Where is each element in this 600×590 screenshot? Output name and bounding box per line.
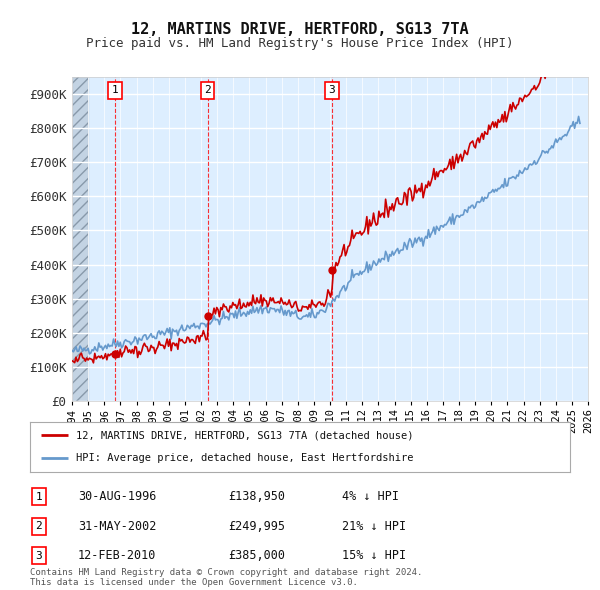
Text: 21% ↓ HPI: 21% ↓ HPI xyxy=(342,520,406,533)
Text: 1: 1 xyxy=(112,86,118,96)
Text: 31-MAY-2002: 31-MAY-2002 xyxy=(78,520,157,533)
Bar xyxy=(72,77,88,401)
Text: 30-AUG-1996: 30-AUG-1996 xyxy=(78,490,157,503)
Text: 2: 2 xyxy=(205,86,211,96)
Text: £249,995: £249,995 xyxy=(228,520,285,533)
Text: 12, MARTINS DRIVE, HERTFORD, SG13 7TA (detached house): 12, MARTINS DRIVE, HERTFORD, SG13 7TA (d… xyxy=(76,430,413,440)
Text: 4% ↓ HPI: 4% ↓ HPI xyxy=(342,490,399,503)
Text: 12, MARTINS DRIVE, HERTFORD, SG13 7TA: 12, MARTINS DRIVE, HERTFORD, SG13 7TA xyxy=(131,22,469,37)
Text: 15% ↓ HPI: 15% ↓ HPI xyxy=(342,549,406,562)
Text: 12-FEB-2010: 12-FEB-2010 xyxy=(78,549,157,562)
Text: £138,950: £138,950 xyxy=(228,490,285,503)
Text: HPI: Average price, detached house, East Hertfordshire: HPI: Average price, detached house, East… xyxy=(76,454,413,464)
Text: 3: 3 xyxy=(329,86,335,96)
Text: 1: 1 xyxy=(35,492,43,502)
Text: Price paid vs. HM Land Registry's House Price Index (HPI): Price paid vs. HM Land Registry's House … xyxy=(86,37,514,50)
Text: Contains HM Land Registry data © Crown copyright and database right 2024.
This d: Contains HM Land Registry data © Crown c… xyxy=(30,568,422,587)
Text: 2: 2 xyxy=(35,522,43,531)
Text: 3: 3 xyxy=(35,551,43,560)
Bar xyxy=(72,77,88,401)
Text: £385,000: £385,000 xyxy=(228,549,285,562)
